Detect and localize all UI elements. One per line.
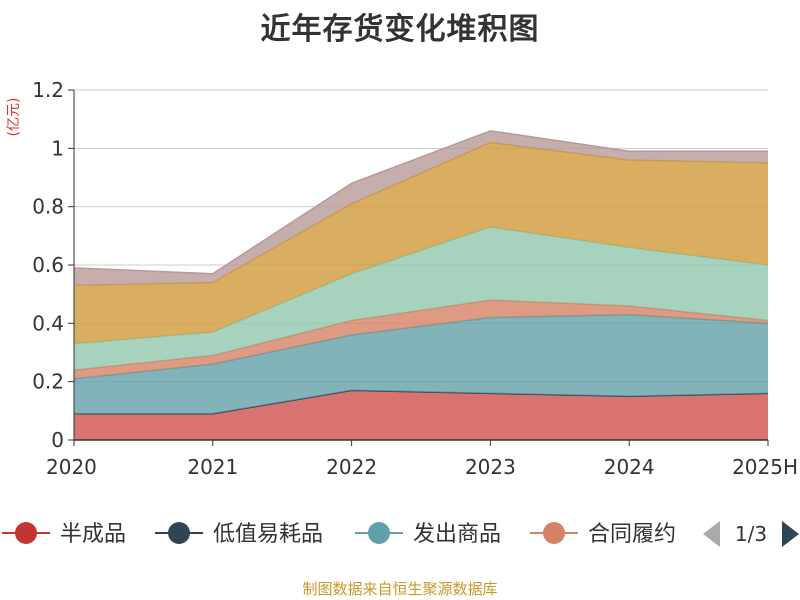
y-tick-label: 0.8 bbox=[32, 195, 64, 219]
y-tick-label: 0 bbox=[51, 428, 64, 452]
legend-label: 发出商品 bbox=[413, 522, 501, 547]
legend-marker bbox=[15, 522, 37, 544]
area-series-2 bbox=[74, 314, 768, 414]
legend-marker bbox=[368, 522, 390, 544]
area-series-3 bbox=[74, 300, 768, 379]
legend-label: 合同履约 bbox=[588, 522, 676, 547]
x-tick-label: 2021 bbox=[187, 455, 238, 479]
axes: 0 0.2 0.4 0.6 0.8 1 1.2 2020 2021 2022 2023 2024 202… bbox=[32, 78, 798, 479]
legend-marker bbox=[543, 522, 565, 544]
legend-label: 低值易耗品 bbox=[213, 522, 323, 547]
y-tick-label: 0.4 bbox=[32, 311, 64, 335]
x-tick-label: 2025H bbox=[732, 455, 798, 479]
legend-item[interactable]: 半成品 bbox=[2, 522, 126, 547]
y-axis-unit-label: (亿元) bbox=[6, 98, 22, 137]
legend-label: 半成品 bbox=[60, 522, 126, 547]
area-series-6 bbox=[74, 130, 768, 286]
legend-item[interactable]: 合同履约 bbox=[530, 522, 676, 547]
legend-item[interactable]: 低值易耗品 bbox=[155, 522, 323, 547]
area-series-5 bbox=[74, 142, 768, 344]
legend-page-indicator: 1/3 bbox=[735, 522, 767, 546]
legend-next-icon[interactable] bbox=[782, 521, 799, 547]
legend-prev-icon[interactable] bbox=[703, 521, 720, 547]
legend-marker bbox=[168, 522, 190, 544]
chart-title: 近年存货变化堆积图 bbox=[260, 12, 540, 47]
series-line-6 bbox=[73, 130, 768, 275]
x-tick-label: 2023 bbox=[465, 455, 516, 479]
area-series-0 bbox=[74, 390, 768, 440]
legend-item[interactable]: 发出商品 bbox=[355, 522, 501, 547]
y-tick-label: 0.6 bbox=[32, 253, 64, 277]
x-tick-label: 2020 bbox=[46, 455, 97, 479]
x-tick-label: 2022 bbox=[326, 455, 377, 479]
stacked-areas bbox=[73, 130, 769, 440]
y-tick-label: 0.2 bbox=[32, 370, 64, 394]
y-tick-label: 1.2 bbox=[32, 78, 64, 102]
source-note: 制图数据来自恒生聚源数据库 bbox=[302, 580, 498, 598]
x-tick-label: 2024 bbox=[604, 455, 655, 479]
legend[interactable]: 半成品 低值易耗品 发出商品 合同履约 1/3 bbox=[2, 521, 799, 547]
area-series-4 bbox=[74, 227, 768, 370]
y-tick-label: 1 bbox=[51, 136, 64, 160]
